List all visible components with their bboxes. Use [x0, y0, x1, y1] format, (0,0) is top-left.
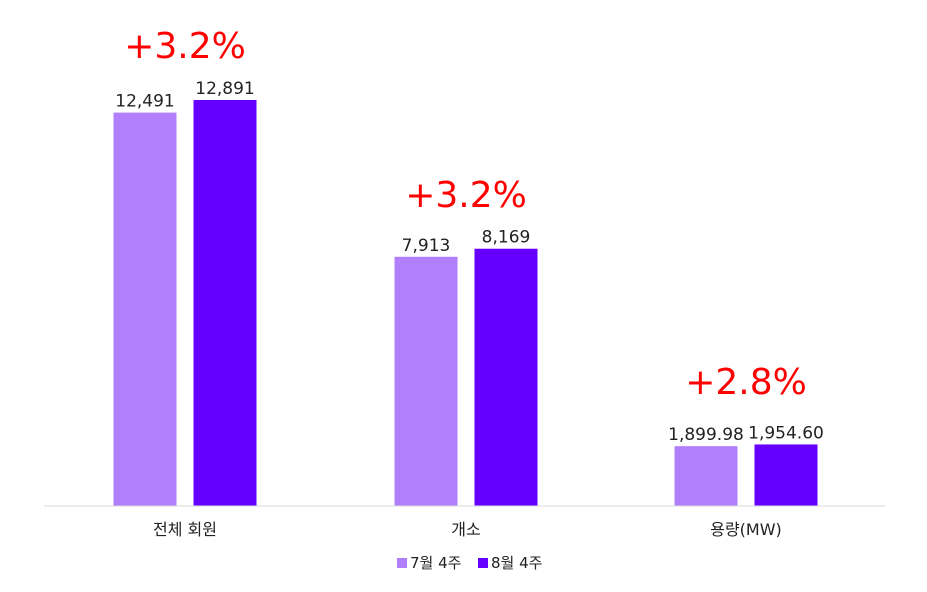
- change-annotation: +3.2%: [124, 26, 246, 67]
- legend-swatch: [478, 558, 488, 568]
- data-label: 1,954.60: [748, 423, 824, 443]
- legend-label: 7월 4주: [410, 554, 461, 572]
- category-label: 개소: [451, 520, 480, 539]
- bars: [113, 100, 818, 507]
- legend: 7월 4주 8월 4주: [397, 554, 542, 572]
- bar-1-3: [674, 446, 738, 506]
- data-label: 8,169: [482, 228, 531, 248]
- data-label: 12,491: [115, 92, 174, 112]
- legend-swatch: [397, 558, 407, 568]
- data-label: 12,891: [195, 79, 254, 99]
- category-labels: 전체 회원 개소 용량(MW): [153, 520, 782, 539]
- bar-2-3: [754, 444, 818, 506]
- value-labels: 12,491 12,891 7,913 8,169 1,899.98 1,954.60: [115, 79, 824, 445]
- change-annotation: +3.2%: [405, 175, 527, 216]
- bar-2-1: [193, 100, 257, 506]
- category-label: 전체 회원: [153, 520, 217, 539]
- category-label: 용량(MW): [710, 520, 782, 539]
- data-label: 7,913: [402, 236, 451, 256]
- change-annotation: +2.8%: [685, 362, 807, 403]
- annotations: +3.2% +3.2% +2.8%: [124, 26, 807, 403]
- data-label: 1,899.98: [668, 425, 744, 445]
- bar-1-2: [394, 256, 458, 506]
- legend-label: 8월 4주: [491, 554, 542, 572]
- bar-1-1: [113, 112, 177, 507]
- bar-2-2: [474, 248, 538, 507]
